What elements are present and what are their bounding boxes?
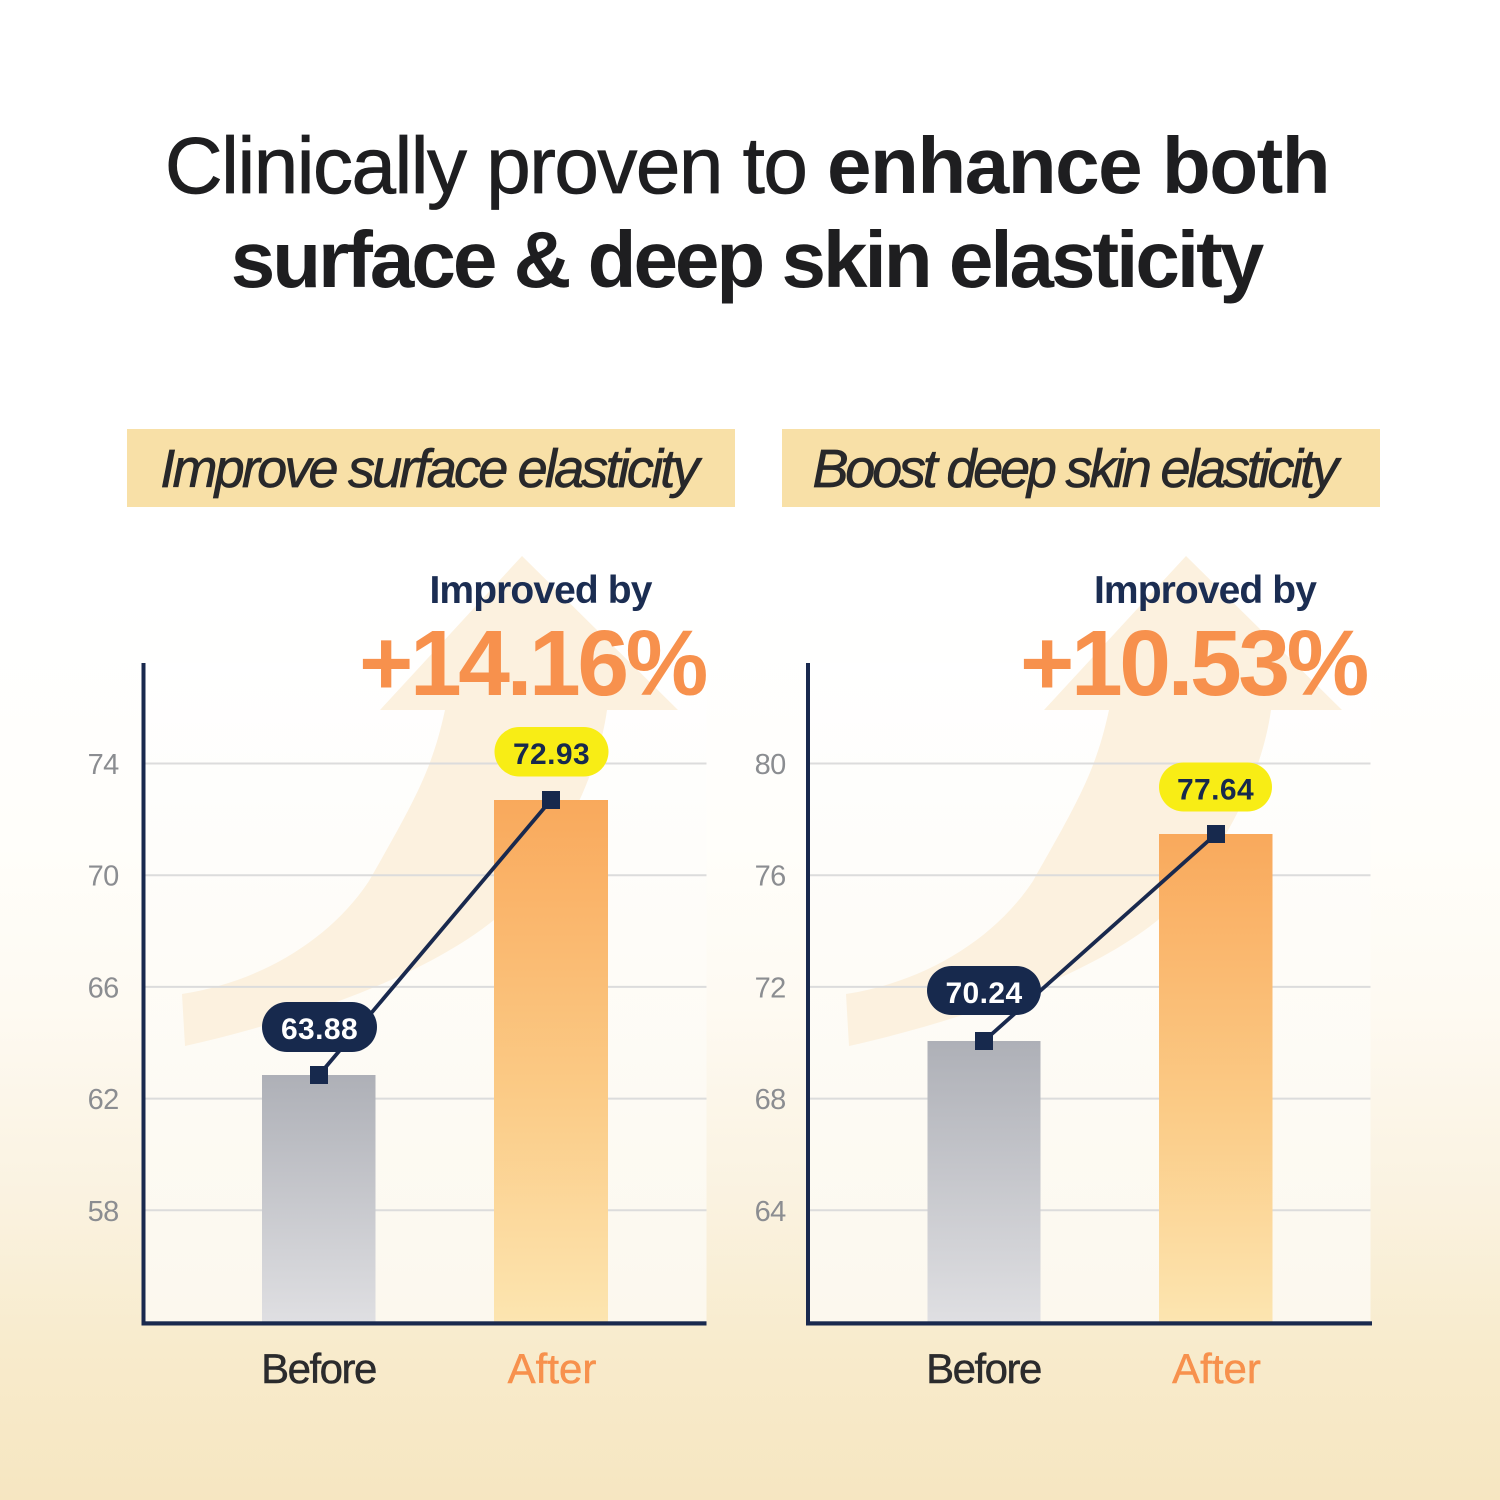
svg-text:Before: Before	[261, 1345, 376, 1392]
svg-text:72.93: 72.93	[513, 738, 590, 771]
svg-text:74: 74	[88, 749, 119, 781]
svg-text:Improve surface elasticity: Improve surface elasticity	[160, 439, 702, 499]
svg-text:Improved by: Improved by	[430, 569, 653, 612]
svg-text:After: After	[508, 1345, 597, 1392]
svg-text:63.88: 63.88	[281, 1013, 358, 1046]
svg-text:Boost deep skin elasticity: Boost deep skin elasticity	[812, 439, 1341, 499]
svg-text:After: After	[1172, 1345, 1261, 1392]
svg-text:70.24: 70.24	[945, 977, 1022, 1010]
svg-text:Before: Before	[926, 1345, 1041, 1392]
svg-text:Improved by: Improved by	[1094, 569, 1317, 612]
svg-text:80: 80	[755, 749, 786, 781]
svg-text:68: 68	[755, 1084, 786, 1116]
svg-text:76: 76	[755, 861, 786, 893]
svg-text:62: 62	[88, 1084, 119, 1116]
svg-text:58: 58	[88, 1196, 119, 1228]
svg-text:Clinically proven to enhance b: Clinically proven to enhance both	[165, 121, 1329, 210]
svg-text:77.64: 77.64	[1177, 774, 1254, 807]
svg-text:64: 64	[755, 1196, 786, 1228]
svg-text:surface & deep skin elasticity: surface & deep skin elasticity	[231, 215, 1265, 304]
svg-text:+14.16%: +14.16%	[359, 611, 707, 715]
svg-text:70: 70	[88, 861, 119, 893]
svg-text:66: 66	[88, 972, 119, 1004]
svg-text:72: 72	[755, 972, 786, 1004]
svg-text:+10.53%: +10.53%	[1020, 611, 1368, 715]
